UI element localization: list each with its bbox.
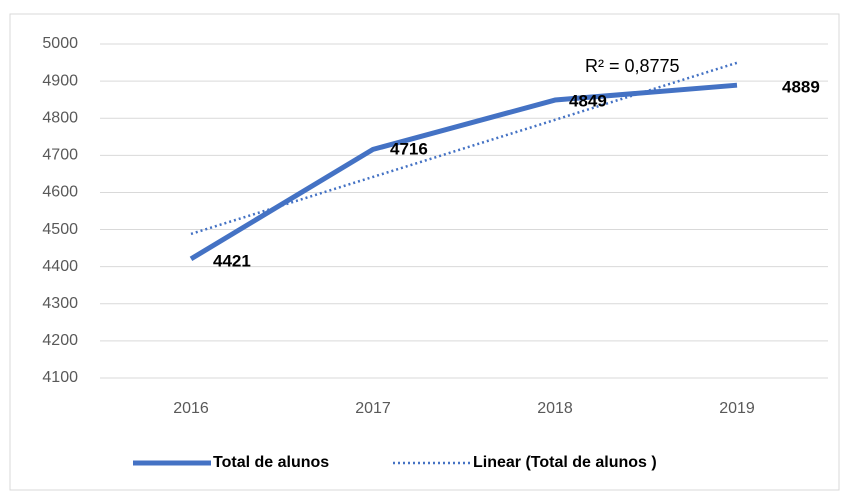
y-tick-label: 4100 bbox=[42, 369, 78, 386]
data-label: 4849 bbox=[569, 91, 607, 110]
chart-border bbox=[9, 13, 840, 491]
y-tick-label: 4800 bbox=[42, 109, 78, 126]
x-tick-label: 2018 bbox=[537, 400, 573, 417]
trendline bbox=[190, 61, 738, 236]
x-tick-label: 2016 bbox=[173, 400, 209, 417]
y-tick-label: 4700 bbox=[42, 147, 78, 164]
y-tick-label: 4400 bbox=[42, 258, 78, 275]
y-tick-label: 4600 bbox=[42, 184, 78, 201]
legend-label: Linear (Total de alunos ) bbox=[473, 454, 657, 471]
data-label: 4889 bbox=[782, 77, 820, 96]
x-tick-label: 2019 bbox=[719, 400, 755, 417]
y-tick-label: 4500 bbox=[42, 221, 78, 238]
y-tick-label: 4900 bbox=[42, 72, 78, 89]
y-tick-label: 5000 bbox=[42, 35, 78, 52]
x-tick-label: 2017 bbox=[355, 400, 391, 417]
annotation: R² = 0,8775 bbox=[585, 56, 680, 76]
y-tick-label: 4300 bbox=[42, 295, 78, 312]
data-label: 4716 bbox=[390, 139, 428, 158]
y-tick-label: 4200 bbox=[42, 332, 78, 349]
legend-label: Total de alunos bbox=[213, 454, 329, 471]
data-label: 4421 bbox=[213, 251, 251, 270]
